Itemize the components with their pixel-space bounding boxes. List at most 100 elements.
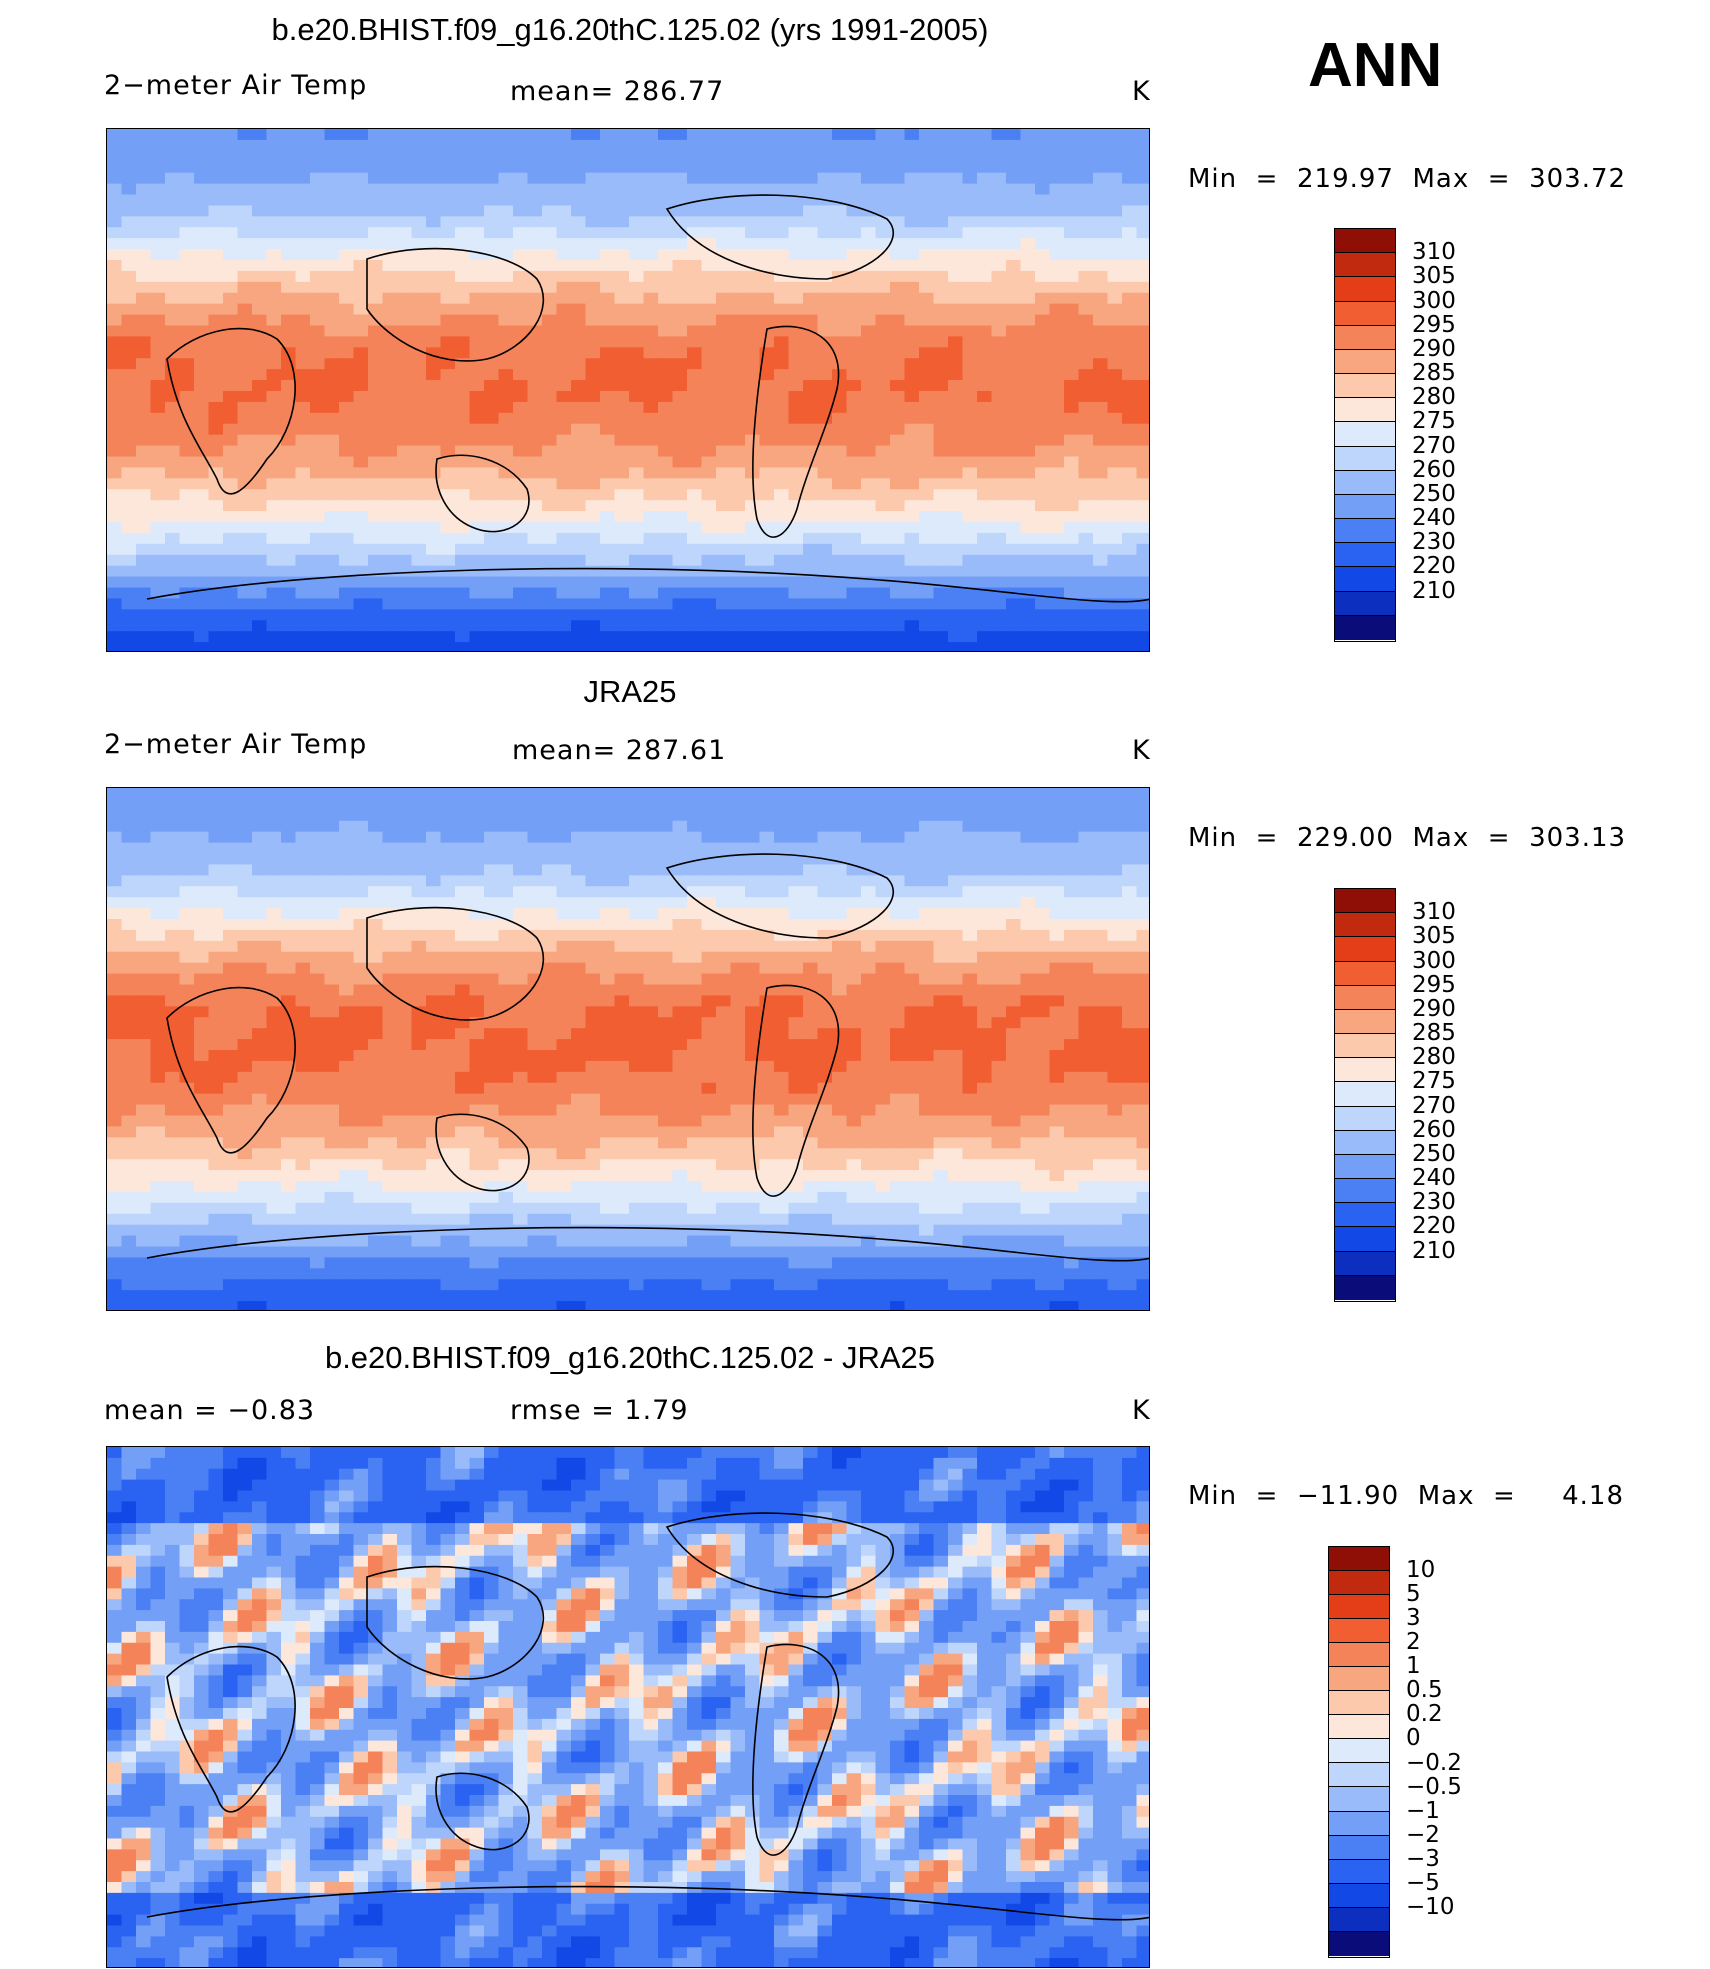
field-cell	[1049, 995, 1065, 1007]
field-cell	[962, 543, 978, 556]
field-cell	[426, 369, 442, 381]
field-cell	[266, 951, 282, 964]
field-cell	[107, 798, 123, 811]
field-cell	[600, 303, 616, 316]
field-cell	[1107, 984, 1123, 997]
field-cell	[745, 260, 761, 272]
field-cell	[658, 951, 674, 964]
field-cell	[948, 576, 964, 589]
field-cell	[701, 172, 717, 185]
field-cell	[556, 522, 572, 534]
field-cell	[1136, 183, 1149, 196]
field-cell	[962, 897, 978, 909]
field-cell	[324, 183, 340, 196]
field-cell	[266, 260, 282, 272]
field-cell	[310, 798, 326, 811]
field-cell	[252, 532, 268, 545]
field-cell	[382, 951, 398, 964]
field-cell	[904, 314, 920, 327]
field-cell	[977, 511, 993, 523]
field-cell	[933, 511, 949, 523]
field-cell	[266, 875, 282, 887]
field-cell	[745, 336, 761, 348]
field-cell	[658, 423, 674, 436]
field-cell	[585, 875, 601, 887]
coastline	[752, 325, 840, 538]
field-cell	[281, 205, 297, 217]
field-cell	[658, 620, 674, 632]
field-cell	[455, 129, 471, 141]
field-cell	[527, 842, 543, 855]
field-cell	[1078, 511, 1094, 523]
field-cell	[948, 951, 964, 964]
field-cell	[832, 358, 848, 370]
field-cell	[1049, 358, 1065, 370]
field-cell	[324, 172, 340, 185]
field-cell	[136, 227, 152, 239]
field-cell	[962, 798, 978, 811]
field-cell	[1049, 853, 1065, 866]
field-cell	[904, 897, 920, 909]
field-cell	[788, 886, 804, 898]
field-cell	[179, 412, 195, 425]
field-cell	[1093, 172, 1109, 185]
field-cell	[1122, 642, 1138, 651]
field-cell	[513, 172, 529, 185]
field-cell	[1107, 522, 1123, 534]
field-cell	[614, 788, 630, 800]
field-cell	[629, 489, 645, 501]
field-cell	[658, 325, 674, 338]
field-cell	[658, 598, 674, 610]
field-cell	[600, 820, 616, 833]
field-cell	[208, 951, 224, 964]
field-cell	[339, 631, 355, 643]
field-cell	[513, 456, 529, 469]
field-cell	[571, 853, 587, 866]
field-cell	[498, 587, 514, 600]
field-cell	[498, 270, 514, 283]
field-cell	[875, 183, 891, 196]
field-cell	[846, 249, 862, 261]
field-cell	[1107, 227, 1123, 239]
field-cell	[527, 139, 543, 152]
field-cell	[237, 929, 253, 942]
field-cell	[803, 478, 819, 490]
field-cell	[411, 532, 427, 545]
field-cell	[295, 369, 311, 381]
field-cell	[991, 798, 1007, 811]
field-cell	[948, 194, 964, 207]
field-cell	[1093, 919, 1109, 931]
field-cell	[368, 423, 384, 436]
field-cell	[890, 886, 906, 898]
field-cell	[643, 532, 659, 545]
field-cell	[991, 532, 1007, 545]
field-cell	[571, 227, 587, 239]
field-cell	[339, 500, 355, 512]
field-cell	[1136, 434, 1149, 447]
field-cell	[875, 522, 891, 534]
field-cell	[716, 609, 732, 621]
field-cell	[788, 853, 804, 866]
field-cell	[991, 369, 1007, 381]
field-cell	[962, 554, 978, 567]
field-cell	[1020, 864, 1036, 876]
field-cell	[440, 973, 456, 986]
field-cell	[542, 129, 558, 141]
field-cell	[484, 314, 500, 327]
field-cell	[687, 1006, 703, 1018]
field-cell	[1078, 227, 1094, 239]
field-cell	[788, 292, 804, 305]
field-cell	[629, 139, 645, 152]
field-cell	[861, 609, 877, 621]
field-cell	[382, 161, 398, 174]
field-cell	[991, 984, 1007, 997]
field-cell	[571, 598, 587, 610]
field-cell	[368, 631, 384, 643]
field-cell	[759, 962, 775, 975]
field-cell	[1136, 951, 1149, 964]
field-cell	[1064, 401, 1080, 414]
field-cell	[237, 598, 253, 610]
field-cell	[846, 434, 862, 447]
field-cell	[281, 303, 297, 316]
field-cell	[527, 543, 543, 556]
